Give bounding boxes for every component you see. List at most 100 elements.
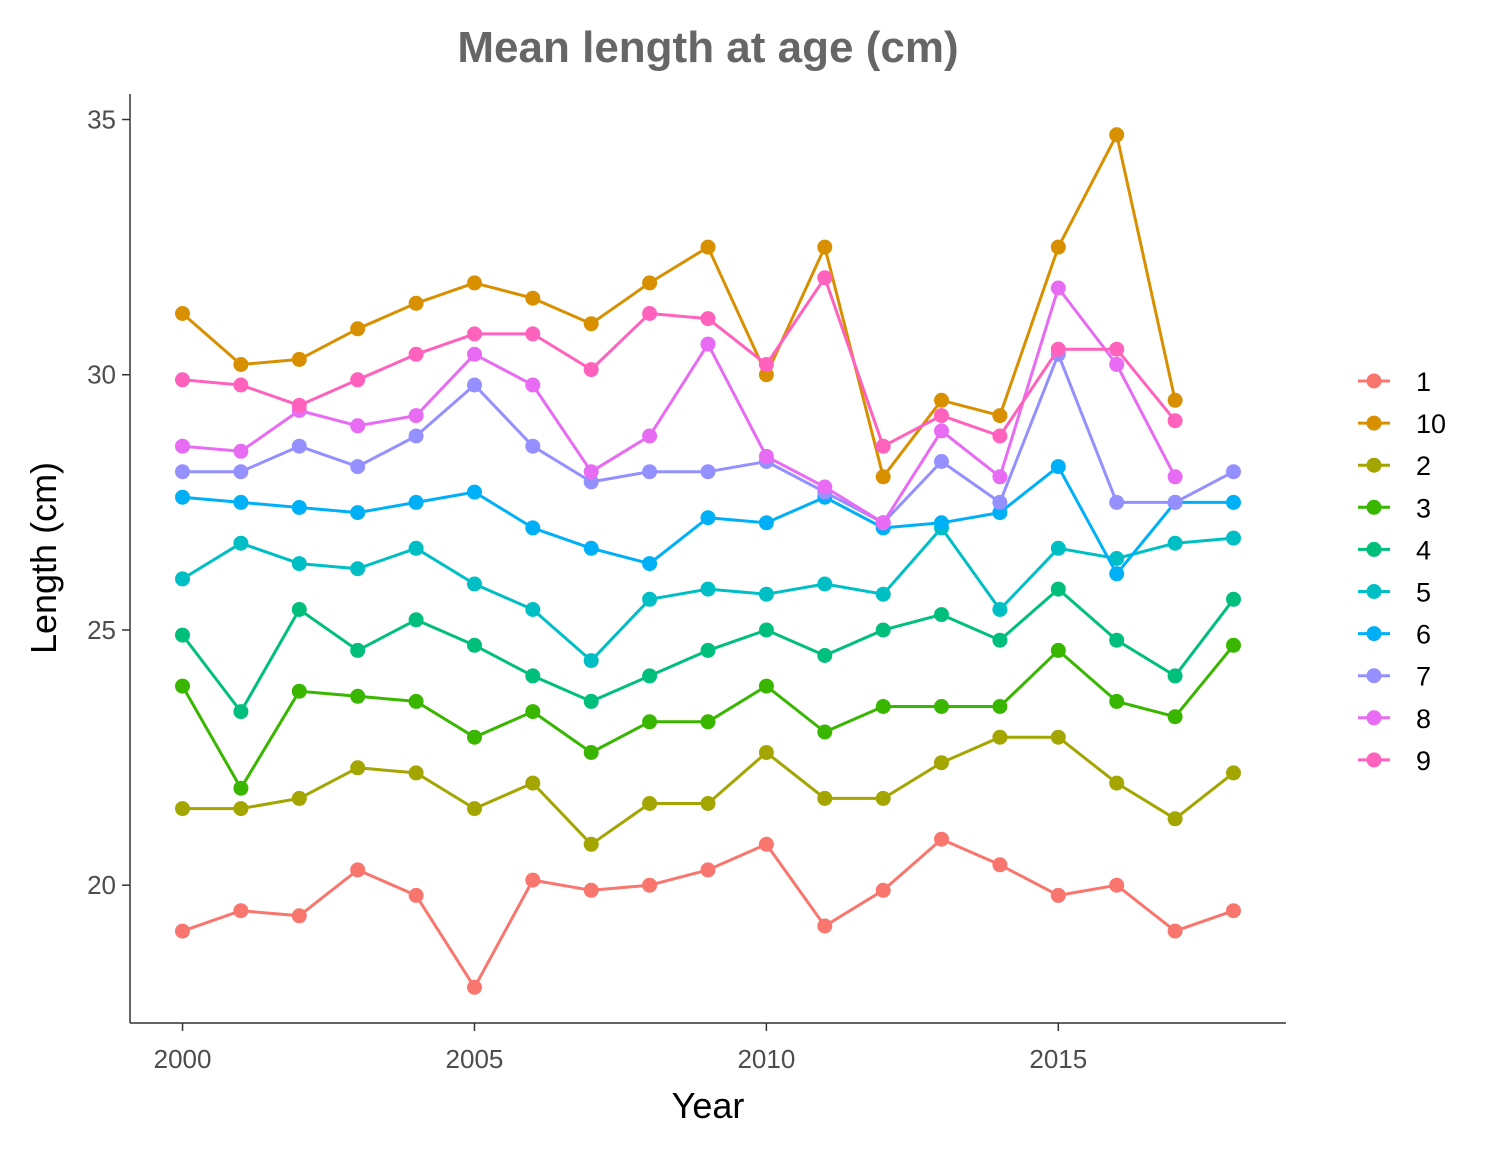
legend-label: 9 [1416, 746, 1431, 776]
data-point [467, 326, 482, 342]
y-ticks: 20 25 30 35 [87, 105, 130, 900]
data-point [175, 438, 190, 454]
series-line [182, 837, 1234, 989]
data-point [934, 607, 949, 623]
data-point [175, 571, 190, 587]
data-point [817, 239, 833, 255]
data-point [758, 836, 774, 852]
legend-item-9: 9 [1358, 746, 1431, 776]
legend-key-point [1366, 373, 1382, 389]
data-point [467, 275, 482, 291]
data-point [233, 357, 249, 372]
data-point [291, 556, 307, 572]
legend-label: 10 [1416, 409, 1446, 439]
data-point [642, 796, 658, 811]
legend-item-8: 8 [1358, 704, 1431, 734]
data-point [583, 540, 599, 556]
data-point [233, 494, 249, 510]
data-point [758, 745, 774, 760]
y-tick-label: 20 [87, 870, 116, 900]
data-point [992, 428, 1008, 444]
data-point [291, 351, 307, 367]
data-point [525, 668, 541, 684]
legend-label: 4 [1416, 535, 1431, 565]
legend-label: 7 [1416, 662, 1431, 692]
x-tick-label: 2010 [737, 1044, 795, 1074]
data-point [700, 581, 716, 597]
x-tick-label: 2005 [446, 1044, 504, 1074]
data-point [758, 678, 774, 694]
data-point [934, 392, 949, 408]
data-point [583, 464, 599, 480]
data-point [525, 438, 541, 454]
legend: 1 10 2 3 4 5 6 7 8 9 [1358, 367, 1446, 776]
data-point [758, 586, 774, 602]
data-point [175, 627, 190, 643]
data-point [934, 423, 949, 439]
data-point [467, 979, 482, 995]
data-point [350, 418, 366, 434]
data-point [1109, 341, 1125, 357]
data-point [1050, 280, 1066, 296]
data-point [408, 540, 424, 556]
data-point [934, 755, 949, 771]
data-point [758, 448, 774, 464]
data-point [934, 454, 949, 469]
legend-label: 3 [1416, 493, 1431, 523]
data-point [233, 535, 249, 551]
y-axis-title: Length (cm) [23, 462, 64, 654]
series-line [181, 133, 1177, 479]
data-point [291, 683, 307, 699]
data-point [1167, 413, 1183, 429]
data-point [934, 699, 949, 714]
data-point [408, 612, 424, 628]
data-point [233, 704, 249, 720]
data-point [1167, 392, 1183, 408]
data-point [1167, 811, 1183, 827]
legend-label: 6 [1416, 620, 1431, 650]
data-point [1050, 459, 1066, 475]
data-point [875, 438, 891, 454]
data-point [1226, 591, 1241, 607]
data-point [642, 591, 658, 607]
series-line [182, 276, 1177, 448]
legend-item-2: 2 [1358, 451, 1431, 481]
data-point [817, 724, 833, 740]
data-point [525, 326, 541, 342]
data-point [992, 729, 1008, 745]
legend-label: 1 [1416, 367, 1431, 397]
data-point [758, 622, 774, 638]
data-point [1226, 494, 1241, 510]
data-point [408, 494, 424, 510]
data-point [175, 372, 190, 388]
data-point [233, 377, 249, 393]
series-age-1 [175, 831, 1241, 995]
data-point [934, 408, 949, 424]
legend-label: 5 [1416, 578, 1431, 608]
data-point [700, 510, 716, 526]
data-point [1167, 923, 1183, 939]
legend-key-point [1366, 710, 1382, 726]
legend-key-point [1366, 499, 1382, 515]
data-point [992, 602, 1008, 617]
data-point [583, 362, 599, 378]
data-point [525, 290, 541, 306]
data-point [992, 494, 1008, 510]
data-point [642, 714, 658, 730]
data-point [1167, 494, 1183, 510]
data-point [467, 484, 482, 500]
data-point [817, 576, 833, 592]
legend-key-point [1366, 626, 1382, 642]
x-tick-label: 2015 [1029, 1044, 1087, 1074]
y-tick-label: 30 [87, 360, 116, 390]
legend-key-point [1366, 668, 1382, 684]
data-point [233, 464, 249, 480]
data-point [1050, 642, 1066, 658]
data-point [525, 872, 541, 888]
data-point [642, 464, 658, 480]
data-point [1109, 632, 1125, 648]
data-point [758, 357, 774, 372]
legend-item-5: 5 [1358, 578, 1431, 608]
series-age-8 [175, 280, 1183, 531]
data-point [583, 693, 599, 709]
